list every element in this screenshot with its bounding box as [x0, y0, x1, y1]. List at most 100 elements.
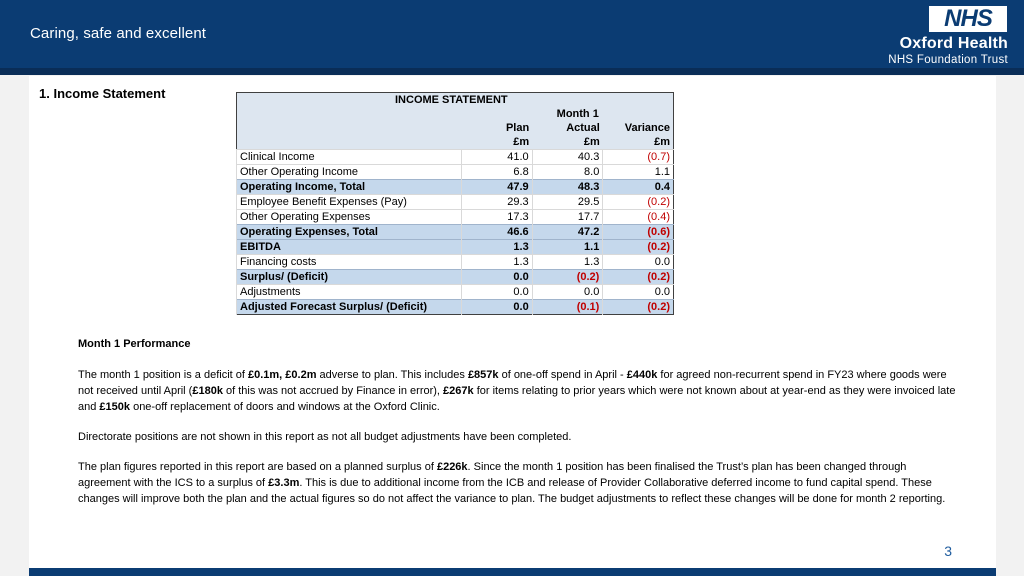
row-variance: (0.4) — [602, 209, 674, 225]
section-title: 1. Income Statement — [39, 86, 166, 101]
org-name: Oxford Health — [899, 35, 1008, 52]
text-run: for agreed non-recurrent spend in FY23 w… — [78, 369, 947, 397]
header-strip — [0, 68, 1024, 75]
row-actual: 29.5 — [531, 194, 603, 210]
row-variance: (0.6) — [602, 224, 674, 240]
text-run: adverse to plan. This includes — [316, 369, 468, 381]
row-plan: 17.3 — [461, 209, 533, 225]
table-row: Operating Income, Total 47.9 48.3 0.4 — [235, 179, 674, 195]
bold-figure: £440k — [626, 369, 658, 381]
table-title-row: INCOME STATEMENT — [236, 92, 674, 107]
performance-title: Month 1 Performance — [78, 338, 191, 350]
row-variance: 1.1 — [602, 164, 674, 180]
row-actual: 0.0 — [531, 284, 603, 300]
text-run: for items relating to prior years which … — [78, 385, 956, 413]
table-row: Adjustments 0.0 0.0 0.0 — [235, 284, 674, 300]
bold-figure: £0.1m, £0.2m — [247, 369, 317, 381]
bold-figure: £857k — [467, 369, 499, 381]
row-variance: (0.2) — [602, 239, 674, 255]
row-actual: 47.2 — [531, 224, 603, 240]
table-row: Operating Expenses, Total 46.6 47.2 (0.6) — [235, 224, 674, 240]
row-variance: (0.7) — [602, 149, 674, 165]
table-row: Surplus/ (Deficit) 0.0 (0.2) (0.2) — [235, 269, 674, 285]
table-period-row: Month 1 — [236, 107, 674, 121]
performance-paragraph-2: Directorate positions are not shown in t… — [78, 431, 572, 443]
row-variance: (0.2) — [602, 269, 674, 285]
row-plan: 1.3 — [461, 239, 533, 255]
text-run: . Since the month 1 position has been fi… — [78, 461, 907, 489]
row-plan: 0.0 — [461, 269, 533, 285]
row-plan: 0.0 — [461, 299, 533, 315]
income-statement-table: INCOME STATEMENT Month 1 Plan Actual Var… — [235, 92, 674, 315]
text-run: of this was not accrued by Finance in er… — [222, 385, 444, 397]
bold-figure: £3.3m — [268, 477, 300, 489]
nhs-logo: NHS — [929, 6, 1007, 32]
row-label: Surplus/ (Deficit) — [235, 269, 462, 285]
row-variance: 0.0 — [602, 254, 674, 270]
row-variance: 0.4 — [602, 179, 674, 195]
table-row: Clinical Income 41.0 40.3 (0.7) — [235, 149, 674, 165]
bold-figure: £150k — [99, 401, 131, 413]
column-header-variance: Variance — [602, 121, 674, 135]
row-label: Adjustments — [235, 284, 462, 300]
row-label: Operating Expenses, Total — [235, 224, 462, 240]
row-actual: 1.3 — [531, 254, 603, 270]
row-plan: 6.8 — [461, 164, 533, 180]
row-plan: 29.3 — [461, 194, 533, 210]
unit-variance: £m — [602, 135, 674, 150]
text-run: one-off replacement of doors and windows… — [130, 401, 440, 413]
row-plan: 41.0 — [461, 149, 533, 165]
column-header-plan: Plan — [461, 121, 533, 135]
row-label: Operating Income, Total — [235, 179, 462, 195]
bold-figure: £267k — [443, 385, 474, 397]
row-actual: 17.7 — [531, 209, 603, 225]
text-run: . This is due to additional income from … — [78, 477, 946, 505]
performance-paragraph-1: The month 1 position is a deficit of £0.… — [78, 367, 958, 415]
row-label: Employee Benefit Expenses (Pay) — [235, 194, 462, 210]
header-bar: Caring, safe and excellent NHS Oxford He… — [0, 0, 1024, 68]
table-row: Other Operating Expenses 17.3 17.7 (0.4) — [235, 209, 674, 225]
text-run: The plan figures reported in this report… — [78, 461, 437, 473]
bold-figure: £226k — [436, 461, 468, 473]
row-variance: (0.2) — [602, 299, 674, 315]
unit-actual: £m — [532, 135, 603, 150]
row-variance: 0.0 — [602, 284, 674, 300]
table-row: Financing costs 1.3 1.3 0.0 — [235, 254, 674, 270]
row-actual: 40.3 — [531, 149, 603, 165]
row-actual: 48.3 — [531, 179, 603, 195]
row-label: Other Operating Income — [235, 164, 462, 180]
row-actual: 1.1 — [531, 239, 603, 255]
page-number: 3 — [944, 543, 952, 559]
bold-figure: £180k — [192, 385, 223, 397]
footer-bar — [29, 568, 996, 576]
table-columns-row: Plan Actual Variance — [236, 121, 674, 135]
text-run: of one-off spend in April - — [498, 369, 627, 381]
row-label: Clinical Income — [235, 149, 462, 165]
table-row: Employee Benefit Expenses (Pay) 29.3 29.5(… — [235, 194, 674, 210]
row-plan: 46.6 — [461, 224, 533, 240]
table-title: INCOME STATEMENT — [236, 92, 674, 107]
row-label: EBITDA — [235, 239, 462, 255]
row-plan: 0.0 — [461, 284, 533, 300]
tagline: Caring, safe and excellent — [30, 25, 207, 42]
column-header-actual: Actual — [532, 121, 603, 135]
row-actual: (0.2) — [531, 269, 603, 285]
table-units-row: £m £m £m — [236, 135, 674, 150]
performance-paragraph-3: The plan figures reported in this report… — [78, 459, 958, 507]
org-subtitle: NHS Foundation Trust — [888, 54, 1008, 66]
table-period: Month 1 — [461, 107, 603, 121]
unit-plan: £m — [461, 135, 533, 150]
row-variance: (0.2) — [602, 194, 674, 210]
row-label: Financing costs — [235, 254, 462, 270]
row-label: Other Operating Expenses — [235, 209, 462, 225]
table-row: EBITDA 1.3 1.1 (0.2) — [235, 239, 674, 255]
row-plan: 47.9 — [461, 179, 533, 195]
table-row: Adjusted Forecast Surplus/ (Deficit) 0.0(… — [235, 299, 674, 315]
row-plan: 1.3 — [461, 254, 533, 270]
slide-content: 1. Income Statement INCOME STATEMENT Mon… — [29, 76, 996, 568]
text-run: The month 1 position is a deficit of — [78, 369, 248, 381]
row-actual: (0.1) — [531, 299, 603, 315]
row-label: Adjusted Forecast Surplus/ (Deficit) — [235, 299, 462, 315]
table-row: Other Operating Income 6.8 8.0 1.1 — [235, 164, 674, 180]
row-actual: 8.0 — [531, 164, 603, 180]
